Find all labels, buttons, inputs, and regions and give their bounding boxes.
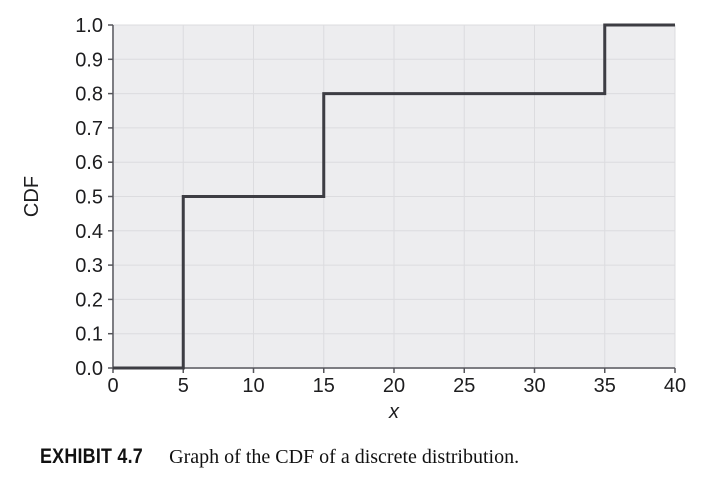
x-axis-title: x bbox=[388, 401, 400, 423]
y-tick-label: 0.0 bbox=[75, 358, 103, 380]
cdf-step-line bbox=[113, 23, 675, 370]
x-tick-label: 0 bbox=[107, 375, 118, 397]
x-tick-label: 15 bbox=[313, 375, 335, 397]
y-tick-label: 0.7 bbox=[75, 118, 103, 140]
y-axis-title: CDF bbox=[21, 176, 43, 217]
y-tick-label: 0.8 bbox=[75, 84, 103, 106]
x-tick-label: 35 bbox=[594, 375, 616, 397]
y-tick-label: 1.0 bbox=[75, 15, 103, 37]
y-tick-label: 0.5 bbox=[75, 187, 103, 209]
y-tick-label: 0.2 bbox=[75, 289, 103, 311]
exhibit-label: EXHIBIT 4.7 bbox=[40, 445, 143, 468]
x-tick-label: 25 bbox=[453, 375, 475, 397]
x-tick-label: 5 bbox=[178, 375, 189, 397]
y-tick-label: 0.4 bbox=[75, 221, 103, 243]
x-tick-label: 30 bbox=[523, 375, 545, 397]
y-tick-label: 0.1 bbox=[75, 324, 103, 346]
y-tick-label: 0.9 bbox=[75, 49, 103, 71]
x-tick-label: 10 bbox=[242, 375, 264, 397]
cdf-chart-svg: 0 5 10 15 20 25 30 35 40 0.0 0.1 0.2 0.3 0.4 0.5 0.6 0.7… bbox=[21, 15, 686, 423]
x-tick-label: 40 bbox=[664, 375, 686, 397]
figure-caption: EXHIBIT 4.7 Graph of the CDF of a discret… bbox=[40, 445, 519, 469]
y-tick-label: 0.3 bbox=[75, 255, 103, 277]
caption-text: Graph of the CDF of a discrete distribut… bbox=[169, 446, 520, 468]
y-tick-label: 0.6 bbox=[75, 152, 103, 174]
x-tick-label: 20 bbox=[383, 375, 405, 397]
